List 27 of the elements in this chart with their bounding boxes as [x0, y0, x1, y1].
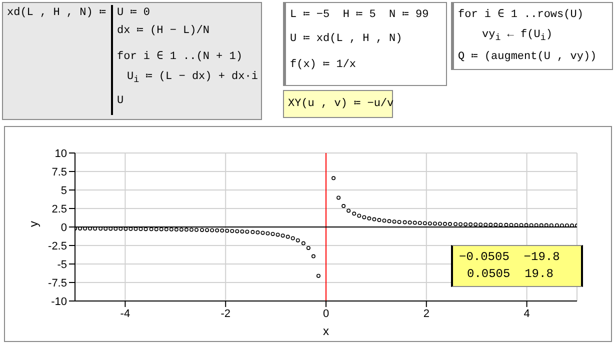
y-tick-label: -7.5: [48, 277, 67, 290]
y-tick-label: 7.5: [52, 166, 67, 178]
text: vy$_{i}$ ← f(U$_{i}$): [482, 28, 552, 46]
y-tick-label: 2.5: [52, 203, 67, 216]
text: XY(u , v) ≔ −u/v: [288, 97, 394, 112]
y-axis-title: y: [26, 221, 40, 227]
text: U ≔ xd(L , H , N): [290, 32, 402, 47]
x-tick-label: 4: [524, 308, 530, 320]
y-tick-label: 0: [60, 222, 67, 234]
y-tick-label: 10: [54, 148, 67, 160]
y-tick-label: -5: [57, 258, 67, 271]
text: f(x) ≔ 1/x: [290, 58, 356, 73]
text: for i ∈ 1 ..rows(U): [458, 8, 584, 23]
function-definition: xd(L , H , N) ≔ U ≔ 0 dx ≔ (H − L)/N for i ∈ 1 ..(N + 1) U$_{i}$ ≔ (L − dx) + dx·i U: [2, 2, 262, 120]
y-tick-label: 5: [60, 184, 67, 197]
x-axis-title: x: [323, 324, 329, 338]
x-tick-label: -2: [220, 308, 230, 320]
x-tick-label: -4: [120, 308, 130, 320]
annotation: −0.0505 −19.8: [459, 249, 561, 266]
text: L ≔ −5 H ≔ 5 N ≔ 99: [290, 8, 429, 23]
text: Q ≔ (augment(U , vy)): [458, 50, 597, 65]
y-tick-label: -10: [51, 296, 67, 308]
x-tick-label: 2: [423, 308, 430, 320]
y-tick-label: -2.5: [48, 240, 67, 252]
x-tick-label: 0: [322, 308, 330, 320]
annotation: 0.0505 19.8: [466, 266, 554, 283]
result-matrix: −0.0505 −19.8 0.0505 19.8: [451, 245, 583, 287]
